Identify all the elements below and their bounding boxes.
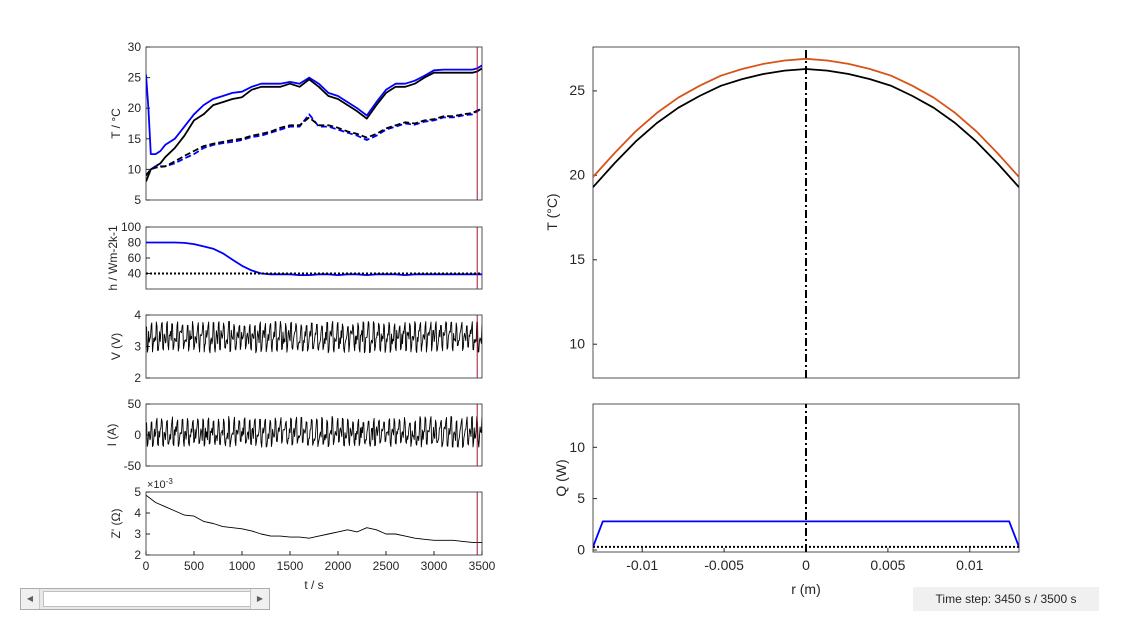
temperature-time-panel: 5 10 15 20 25 30 T / °C	[109, 40, 483, 207]
series-line-0	[146, 64, 482, 156]
y-axis-label: Z' (Ω)	[109, 509, 123, 539]
impedance-panel: ×10-3 5 4 3 2 0 500 1000 1500 2000 2500 …	[109, 477, 496, 592]
x-tick-label: 2500	[373, 559, 400, 573]
x-tick-label: -0.005	[704, 557, 744, 573]
y-axis-label: T / °C	[109, 108, 123, 139]
y-tick-label: 5	[134, 193, 141, 207]
time-slider[interactable]: ◀ ▶	[20, 588, 270, 610]
y-tick-label: 4	[134, 308, 141, 322]
y-axis-label: I (A)	[105, 424, 119, 447]
scroll-left-arrow-icon[interactable]: ◀	[21, 589, 40, 609]
x-tick-label: -0.01	[626, 557, 658, 573]
series-group	[146, 64, 482, 182]
y-tick-label: 15	[128, 132, 142, 146]
y-tick-label: 15	[569, 251, 585, 267]
y-axis-label: T (°C)	[544, 193, 560, 230]
y-axis-label: Q (W)	[553, 459, 569, 496]
y-tick-label: 20	[128, 101, 142, 115]
y-tick-label: 25	[569, 82, 585, 98]
series-group	[593, 47, 1019, 378]
x-tick-label: 0.005	[870, 557, 905, 573]
x-ticks: -0.01 -0.005 0 0.005 0.01	[626, 548, 984, 573]
y-tick-label: 0	[577, 542, 585, 558]
radial-heat-panel: 0 5 10 -0.01 -0.005 0 0.005 0.01 Q (W) r…	[553, 403, 1020, 597]
x-tick-label: 2000	[325, 559, 352, 573]
y-tick-label: 25	[128, 71, 142, 85]
y-tick-label: 20	[569, 167, 585, 183]
y-axis-label: V (V)	[109, 333, 123, 360]
time-step-label: Time step: 3450 s / 3500 s	[913, 587, 1099, 611]
x-tick-label: 0	[143, 559, 150, 573]
slider-thumb[interactable]	[43, 591, 255, 607]
x-tick-label: 500	[184, 559, 204, 573]
y-tick-label: 10	[128, 162, 142, 176]
voltage-panel: 4 3 2 V (V)	[109, 308, 483, 385]
y-tick-label: 10	[569, 439, 585, 455]
series-line-0	[593, 57, 1019, 178]
y-tick-label: 100	[121, 220, 141, 234]
y-tick-label: 5	[134, 485, 141, 499]
y-axis-label: h / Wm-2k-1	[106, 225, 120, 291]
series-line-1	[146, 67, 482, 182]
y-ticks: 5 10 15 20 25 30	[128, 40, 150, 207]
series-line-0	[146, 320, 482, 354]
y-tick-label: 30	[128, 40, 142, 54]
series-line-3	[146, 107, 482, 177]
y-tick-label: -50	[124, 459, 142, 473]
y-ticks: 10 15 20 25	[569, 82, 597, 352]
y-tick-label: 4	[134, 506, 141, 520]
series-group	[146, 494, 482, 543]
current-panel: 50 0 -50 I (A)	[105, 397, 483, 473]
plot-area	[145, 491, 483, 556]
y-tick-label: 0	[134, 428, 141, 442]
y-ticks: 5 4 3 2	[134, 485, 150, 562]
x-tick-label: 1500	[277, 559, 304, 573]
series-group	[146, 241, 482, 277]
y-tick-label: 80	[128, 236, 142, 250]
series-line-2	[146, 107, 482, 177]
series-group	[146, 415, 482, 448]
x-tick-label: 0	[802, 557, 810, 573]
x-tick-label: 3500	[469, 559, 496, 573]
y-tick-label: 3	[134, 527, 141, 541]
series-line-0	[146, 494, 482, 543]
y-tick-label: 40	[128, 267, 142, 281]
y-tick-label: 10	[569, 336, 585, 352]
axis-exponent: ×10-3	[147, 477, 173, 491]
y-tick-label: 5	[577, 490, 585, 506]
y-tick-label: 60	[128, 251, 142, 265]
y-ticks: 0 5 10	[569, 439, 597, 558]
heat-transfer-panel: 100 80 60 40 h / Wm-2k-1	[106, 220, 483, 291]
series-line-0	[146, 415, 482, 448]
y-tick-label: 2	[134, 371, 141, 385]
plot-area	[145, 46, 483, 201]
scroll-right-arrow-icon[interactable]: ▶	[250, 589, 269, 609]
x-ticks: 0 500 1000 1500 2000 2500 3000 3500	[143, 551, 496, 573]
x-tick-label: 0.01	[956, 557, 983, 573]
series-line-0	[593, 520, 1019, 548]
x-axis-label: r (m)	[791, 581, 821, 597]
y-tick-label: 2	[134, 548, 141, 562]
y-tick-label: 3	[134, 340, 141, 354]
x-tick-label: 1000	[229, 559, 256, 573]
x-tick-label: 3000	[421, 559, 448, 573]
series-group	[146, 320, 482, 354]
series-group	[593, 404, 1019, 552]
y-tick-label: 50	[128, 397, 142, 411]
x-axis-label: t / s	[304, 578, 323, 592]
radial-temperature-panel: 10 15 20 25 T (°C)	[544, 46, 1020, 379]
plot-area	[145, 226, 483, 290]
